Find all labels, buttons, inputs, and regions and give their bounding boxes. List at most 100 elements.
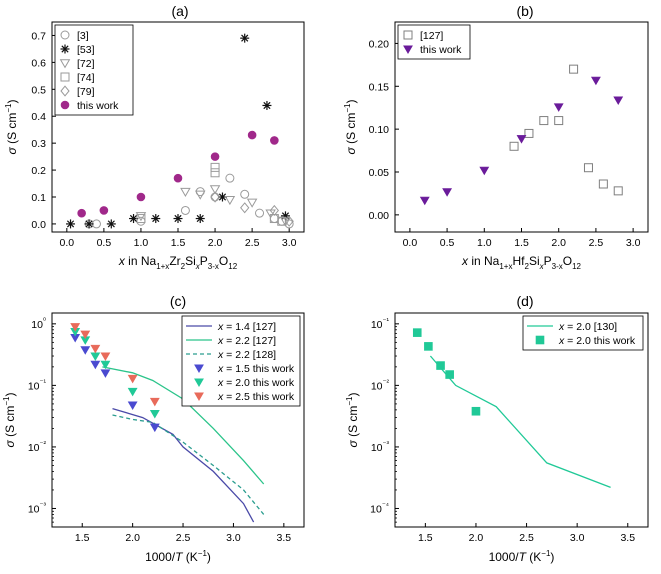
legend-marker (535, 335, 545, 345)
data-point (135, 212, 147, 222)
data-point (240, 33, 250, 43)
data-point (149, 423, 160, 433)
data-point (90, 344, 101, 354)
series (70, 333, 160, 433)
chart-panel-2: (b) 0.0 0.5 1.0 1.5 2.0 2.5 3.0 0.00 0.05 0.10 0.15… (343, 3, 649, 271)
legend-label: x = 2.5 this work (217, 391, 295, 403)
data-point (270, 136, 279, 145)
y-tick-label: 0.05 (369, 167, 390, 179)
data-point (70, 323, 81, 332)
data-point (99, 206, 109, 215)
data-point (127, 401, 138, 410)
y-tick-label: 0.15 (369, 81, 390, 93)
chart-panel-3: (c) 1.5 2.0 2.5 3.0 3.5 10⁻³ 10⁻² 10⁻¹ 10⁰ σ (S cm… (2, 293, 305, 564)
x-axis-label: x in Na1+xHf2SixP3-xO12 (461, 254, 582, 271)
legend-label: x = 2.2 [128] (217, 349, 276, 361)
legend-marker (60, 30, 70, 40)
legend-label: x = 2.0 this work (558, 335, 636, 347)
legend-marker (60, 85, 70, 97)
data-point (80, 330, 91, 340)
data-point (195, 214, 205, 224)
data-point (436, 361, 445, 370)
data-point (100, 360, 111, 370)
panel-title: (c) (170, 293, 186, 309)
legend-marker (60, 72, 70, 82)
data-point (590, 76, 601, 86)
chart-panel-4: (d) 1.5 2.0 2.5 3.0 3.5 10⁻⁴ 10⁻³ 10⁻² 10⁻¹ σ (S c… (345, 293, 649, 564)
y-axis-label: σ (S cm−1) (343, 99, 358, 154)
series (419, 76, 624, 206)
x-tick-label: 1.0 (477, 237, 492, 249)
data-point (136, 214, 146, 224)
data-point (598, 179, 608, 189)
data-point (255, 208, 265, 218)
x-tick-label: 2.0 (208, 237, 223, 249)
asterisk-stroke (66, 220, 75, 228)
legend-marker (60, 100, 70, 110)
legend-marker (194, 378, 204, 387)
data-point (539, 116, 549, 126)
x-tick-label: 0.0 (60, 237, 75, 249)
asterisk-stroke (241, 34, 249, 42)
series (77, 130, 279, 218)
data-point (80, 346, 91, 355)
series (70, 328, 160, 419)
x-tick-label: 3.5 (277, 532, 292, 544)
legend: [3] [53] [72] [74] [79] this work (54, 24, 134, 116)
data-point (442, 188, 453, 197)
data-point (613, 186, 623, 196)
data-point (136, 192, 146, 202)
data-point (247, 130, 257, 140)
x-tick-label: 3.5 (620, 532, 635, 544)
y-tick-label: 10⁻² (371, 377, 390, 392)
data-point (569, 64, 579, 74)
plot-frame (51, 312, 305, 528)
legend-marker (194, 392, 204, 401)
data-point (262, 100, 272, 110)
y-axis-label: σ (S cm−1) (2, 392, 17, 447)
y-tick-label: 0.10 (369, 124, 390, 136)
data-point (209, 185, 221, 195)
data-point (224, 195, 236, 206)
y-tick-label: 10⁻¹ (371, 316, 390, 331)
data-point (210, 168, 220, 178)
data-point (77, 208, 86, 218)
data-point (225, 173, 235, 183)
legend: x = 2.0 [130] x = 2.0 this work (522, 315, 644, 351)
y-tick-label: 10⁻³ (371, 439, 390, 454)
x-tick-label: 2.5 (589, 237, 604, 249)
series-line (112, 407, 255, 523)
series (66, 33, 290, 229)
x-tick-label: 1.5 (418, 532, 433, 544)
asterisk-stroke (196, 214, 204, 223)
data-point (194, 190, 206, 200)
legend-label: x = 2.0 this work (217, 377, 295, 389)
asterisk-stroke (61, 45, 69, 53)
data-point (554, 116, 564, 126)
asterisk-stroke (152, 214, 160, 223)
x-tick-label: 3.0 (226, 532, 241, 544)
series (429, 355, 611, 489)
y-tick-label: 0.2 (31, 165, 46, 177)
y-tick-label: 0.00 (369, 210, 390, 222)
panel-title: (b) (516, 3, 533, 19)
series (84, 173, 294, 229)
y-tick-label: 10⁻² (28, 439, 47, 454)
data-point (180, 187, 191, 198)
data-point (129, 214, 139, 224)
x-tick-label: 3.0 (626, 237, 641, 249)
y-tick-label: 0.20 (369, 38, 390, 50)
x-tick-label: 0.5 (97, 237, 112, 249)
legend-marker (59, 59, 71, 69)
data-point (100, 352, 111, 362)
asterisk-stroke (263, 101, 271, 110)
data-point (173, 214, 183, 224)
series (136, 162, 287, 226)
data-point (66, 219, 76, 229)
data-point (509, 141, 519, 151)
data-point (412, 328, 422, 337)
x-tick-label: 2.5 (519, 532, 534, 544)
legend-marker (194, 364, 204, 373)
legend-label: this work (420, 44, 462, 56)
x-tick-label: 2.0 (469, 532, 484, 544)
